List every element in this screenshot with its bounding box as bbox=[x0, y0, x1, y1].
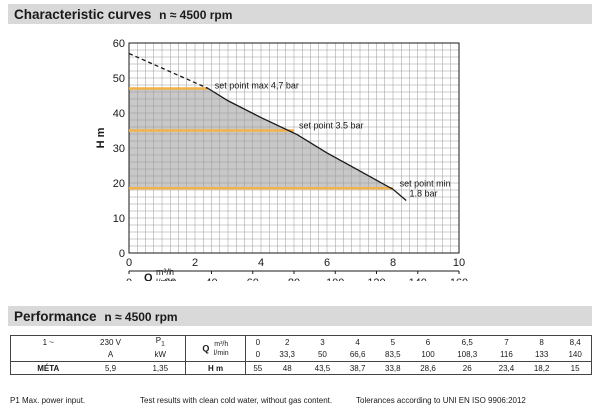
table-row-q: 1 ~ 230 V P1 Q m³/h l/min 0 2 3 4 5 6 6,… bbox=[10, 335, 593, 362]
q-value: 6 bbox=[410, 335, 446, 349]
y-tick-label: 60 bbox=[113, 38, 125, 50]
lmin-value: 66,6 bbox=[349, 350, 366, 360]
head-value: 38,7 bbox=[340, 361, 376, 375]
model-cell: MÉTA bbox=[10, 361, 86, 375]
q-value: 3 bbox=[304, 335, 341, 349]
lmin-value: 50 bbox=[317, 350, 327, 360]
power-subscript: 1 bbox=[161, 341, 165, 349]
y-tick-label: 50 bbox=[113, 73, 125, 85]
setpoint-label-min-value: 1.8 bar bbox=[410, 188, 438, 198]
y-tick-label: 0 bbox=[119, 248, 125, 260]
setpoint-label-max: set point max 4,7 bar bbox=[215, 81, 299, 91]
y-tick-label: 20 bbox=[113, 178, 125, 190]
q-value: 7 bbox=[488, 335, 525, 349]
x-tick-label-lmin: 40 bbox=[205, 277, 217, 281]
table-row-lmin: A kW 0 33,3 50 66,6 83,5 100 108,3 116 1… bbox=[10, 348, 593, 362]
power-value-cell: 1,35 bbox=[135, 361, 186, 375]
chart-section-speed: n ≈ 4500 rpm bbox=[159, 8, 233, 22]
x-tick-label-lmin: 0 bbox=[126, 277, 132, 281]
voltage-cell: 230 V bbox=[85, 335, 136, 349]
x-axis-unit-lmin: l/min bbox=[156, 277, 175, 281]
performance-header: Performance n ≈ 4500 rpm bbox=[8, 306, 592, 326]
q-value: 5 bbox=[375, 335, 411, 349]
q-value: 2 bbox=[269, 335, 305, 349]
y-tick-label: 30 bbox=[113, 143, 125, 155]
performance-section-speed: n ≈ 4500 rpm bbox=[104, 310, 178, 324]
lmin-value: 83,5 bbox=[385, 350, 401, 360]
lmin-value: 33,3 bbox=[279, 350, 295, 360]
x-tick-label-lmin: 80 bbox=[288, 277, 300, 281]
q-symbol: Q bbox=[202, 342, 210, 353]
blank-cell bbox=[10, 348, 86, 362]
x-tick-label-lmin: 100 bbox=[326, 277, 344, 281]
lmin-value: 100 bbox=[421, 350, 435, 360]
footnote-tolerance: Tolerances according to UNI EN ISO 9906:… bbox=[356, 396, 526, 405]
curve-solid bbox=[207, 87, 407, 201]
head-value: 55 bbox=[245, 361, 270, 375]
head-value: 43,5 bbox=[304, 361, 341, 375]
phase-cell: 1 ~ bbox=[10, 335, 86, 349]
performance-section-title: Performance bbox=[14, 309, 97, 324]
lmin-value: 140 bbox=[559, 348, 593, 362]
head-value: 15 bbox=[559, 361, 593, 375]
x-tick-label-m3h: 8 bbox=[390, 257, 396, 269]
q-value: 6,5 bbox=[445, 335, 489, 349]
setpoint-label-mid: set point 3.5 bar bbox=[299, 121, 364, 131]
x-tick-label-lmin: 160 bbox=[450, 277, 468, 281]
plot-frame bbox=[128, 42, 460, 254]
lmin-value: 133 bbox=[534, 350, 549, 360]
q-value: 8 bbox=[524, 335, 560, 349]
head-label-cell: H m bbox=[185, 361, 246, 375]
q-value: 8,4 bbox=[559, 335, 593, 349]
x-tick-label-m3h: 6 bbox=[324, 257, 330, 269]
q-unit-bottom: l/min bbox=[213, 349, 229, 357]
lmin-value: 108,3 bbox=[457, 350, 478, 360]
head-value: 26 bbox=[445, 361, 489, 375]
power-symbol-cell: P1 bbox=[135, 335, 186, 349]
footnote-power: P1 Max. power input. bbox=[10, 396, 86, 405]
table-row-head: MÉTA 5,9 1,35 H m 55 48 43,5 38,7 33,8 2… bbox=[10, 361, 593, 375]
x-axis-symbol: Q bbox=[144, 272, 153, 281]
head-value: 23,4 bbox=[488, 361, 525, 375]
q-unit-top: m³/h bbox=[214, 340, 229, 348]
x-tick-label-m3h: 0 bbox=[126, 257, 132, 269]
head-value: 18,2 bbox=[524, 361, 560, 375]
footnote-test: Test results with clean cold water, with… bbox=[140, 396, 333, 405]
x-tick-label-m3h: 4 bbox=[258, 257, 264, 269]
current-unit-cell: A bbox=[107, 350, 114, 360]
y-tick-label: 10 bbox=[113, 213, 125, 225]
head-value: 33,8 bbox=[375, 361, 411, 375]
head-value: 28,6 bbox=[410, 361, 446, 375]
characteristic-curves-header: Characteristic curves n ≈ 4500 rpm bbox=[8, 4, 592, 24]
x-tick-label-lmin: 60 bbox=[247, 277, 259, 281]
curve-dashed bbox=[128, 52, 209, 90]
y-tick-label: 40 bbox=[113, 108, 125, 120]
current-value-cell: 5,9 bbox=[85, 361, 136, 375]
q-label-cell: Q m³/h l/min bbox=[185, 335, 246, 362]
x-tick-label-m3h: 10 bbox=[453, 257, 465, 269]
performance-table: 1 ~ 230 V P1 Q m³/h l/min 0 2 3 4 5 6 6,… bbox=[10, 335, 593, 375]
lmin-value: 0 bbox=[255, 350, 261, 360]
q-value: 0 bbox=[245, 335, 270, 349]
y-axis-label: H m bbox=[95, 127, 107, 148]
x-tick-label-m3h: 2 bbox=[192, 257, 198, 269]
setpoint-label-min: set point min bbox=[400, 178, 451, 188]
x-tick-label-lmin: 140 bbox=[409, 277, 427, 281]
x-axis-unit-m3h: m³/h bbox=[156, 267, 174, 277]
chart-section-title: Characteristic curves bbox=[14, 7, 152, 22]
power-unit-cell: kW bbox=[135, 348, 186, 362]
head-value: 48 bbox=[269, 361, 305, 375]
x-tick-label-lmin: 120 bbox=[367, 277, 385, 281]
x-tick-label-lmin: 20 bbox=[164, 277, 176, 281]
characteristic-curve-chart: set point max 4,7 bar set point 3.5 bar se… bbox=[95, 38, 468, 281]
lmin-value: 116 bbox=[500, 350, 513, 360]
q-value: 4 bbox=[340, 335, 376, 349]
